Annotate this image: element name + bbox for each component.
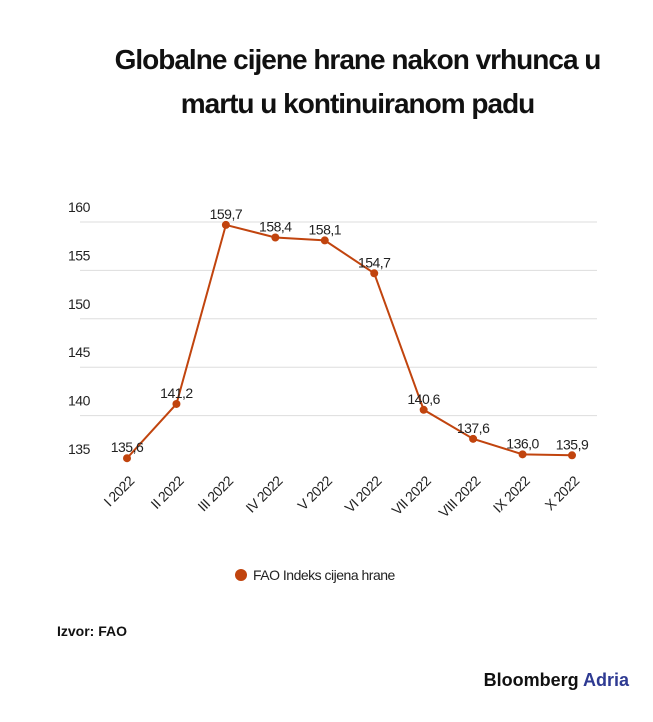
data-point (419, 405, 428, 414)
data-label: 158,1 (309, 221, 342, 237)
x-tick-label: IV 2022 (242, 472, 285, 515)
data-label: 154,7 (358, 254, 391, 270)
x-tick-label: II 2022 (147, 472, 187, 512)
y-tick-label: 140 (68, 393, 91, 409)
x-tick-label: VI 2022 (341, 472, 384, 515)
data-label: 158,4 (259, 218, 292, 234)
x-tick-label: I 2022 (100, 472, 137, 509)
legend-label: FAO Indeks cijena hrane (253, 567, 396, 583)
data-point (172, 399, 181, 408)
data-label: 140,6 (407, 391, 440, 407)
data-label: 159,7 (210, 206, 243, 222)
y-tick-label: 160 (68, 199, 91, 215)
brand-name: Bloomberg (483, 670, 579, 690)
data-label: 137,6 (457, 420, 490, 436)
data-label: 141,2 (160, 385, 193, 401)
series-line (126, 223, 573, 459)
x-tick-label: X 2022 (542, 472, 583, 513)
y-tick-label: 155 (68, 247, 91, 263)
data-label: 135,9 (556, 436, 589, 452)
data-point (221, 220, 230, 229)
chart-title: Globalne cijene hrane nakon vrhunca u ma… (114, 44, 602, 119)
y-tick-label: 150 (68, 296, 91, 312)
legend-marker (235, 569, 247, 581)
data-label: 135,6 (111, 439, 144, 455)
data-point (370, 269, 379, 278)
data-label: 136,0 (506, 435, 539, 451)
data-point (271, 233, 280, 242)
data-point (469, 434, 478, 443)
x-tick-label: V 2022 (294, 472, 335, 513)
source: Izvor: FAO (57, 623, 128, 639)
y-tick-label: 135 (68, 441, 91, 457)
data-point (568, 451, 576, 460)
x-tick-label: III 2022 (195, 472, 237, 514)
y-tick-label: 145 (68, 344, 91, 360)
brand-suffix: Adria (582, 670, 629, 690)
x-tick-label: VII 2022 (388, 472, 434, 518)
data-point (123, 454, 131, 463)
x-tick-label: IX 2022 (490, 472, 533, 515)
brand: Bloomberg Adria (484, 670, 629, 691)
data-point (320, 236, 329, 245)
x-tick-label: VIII 2022 (435, 472, 483, 520)
data-point (518, 450, 527, 459)
